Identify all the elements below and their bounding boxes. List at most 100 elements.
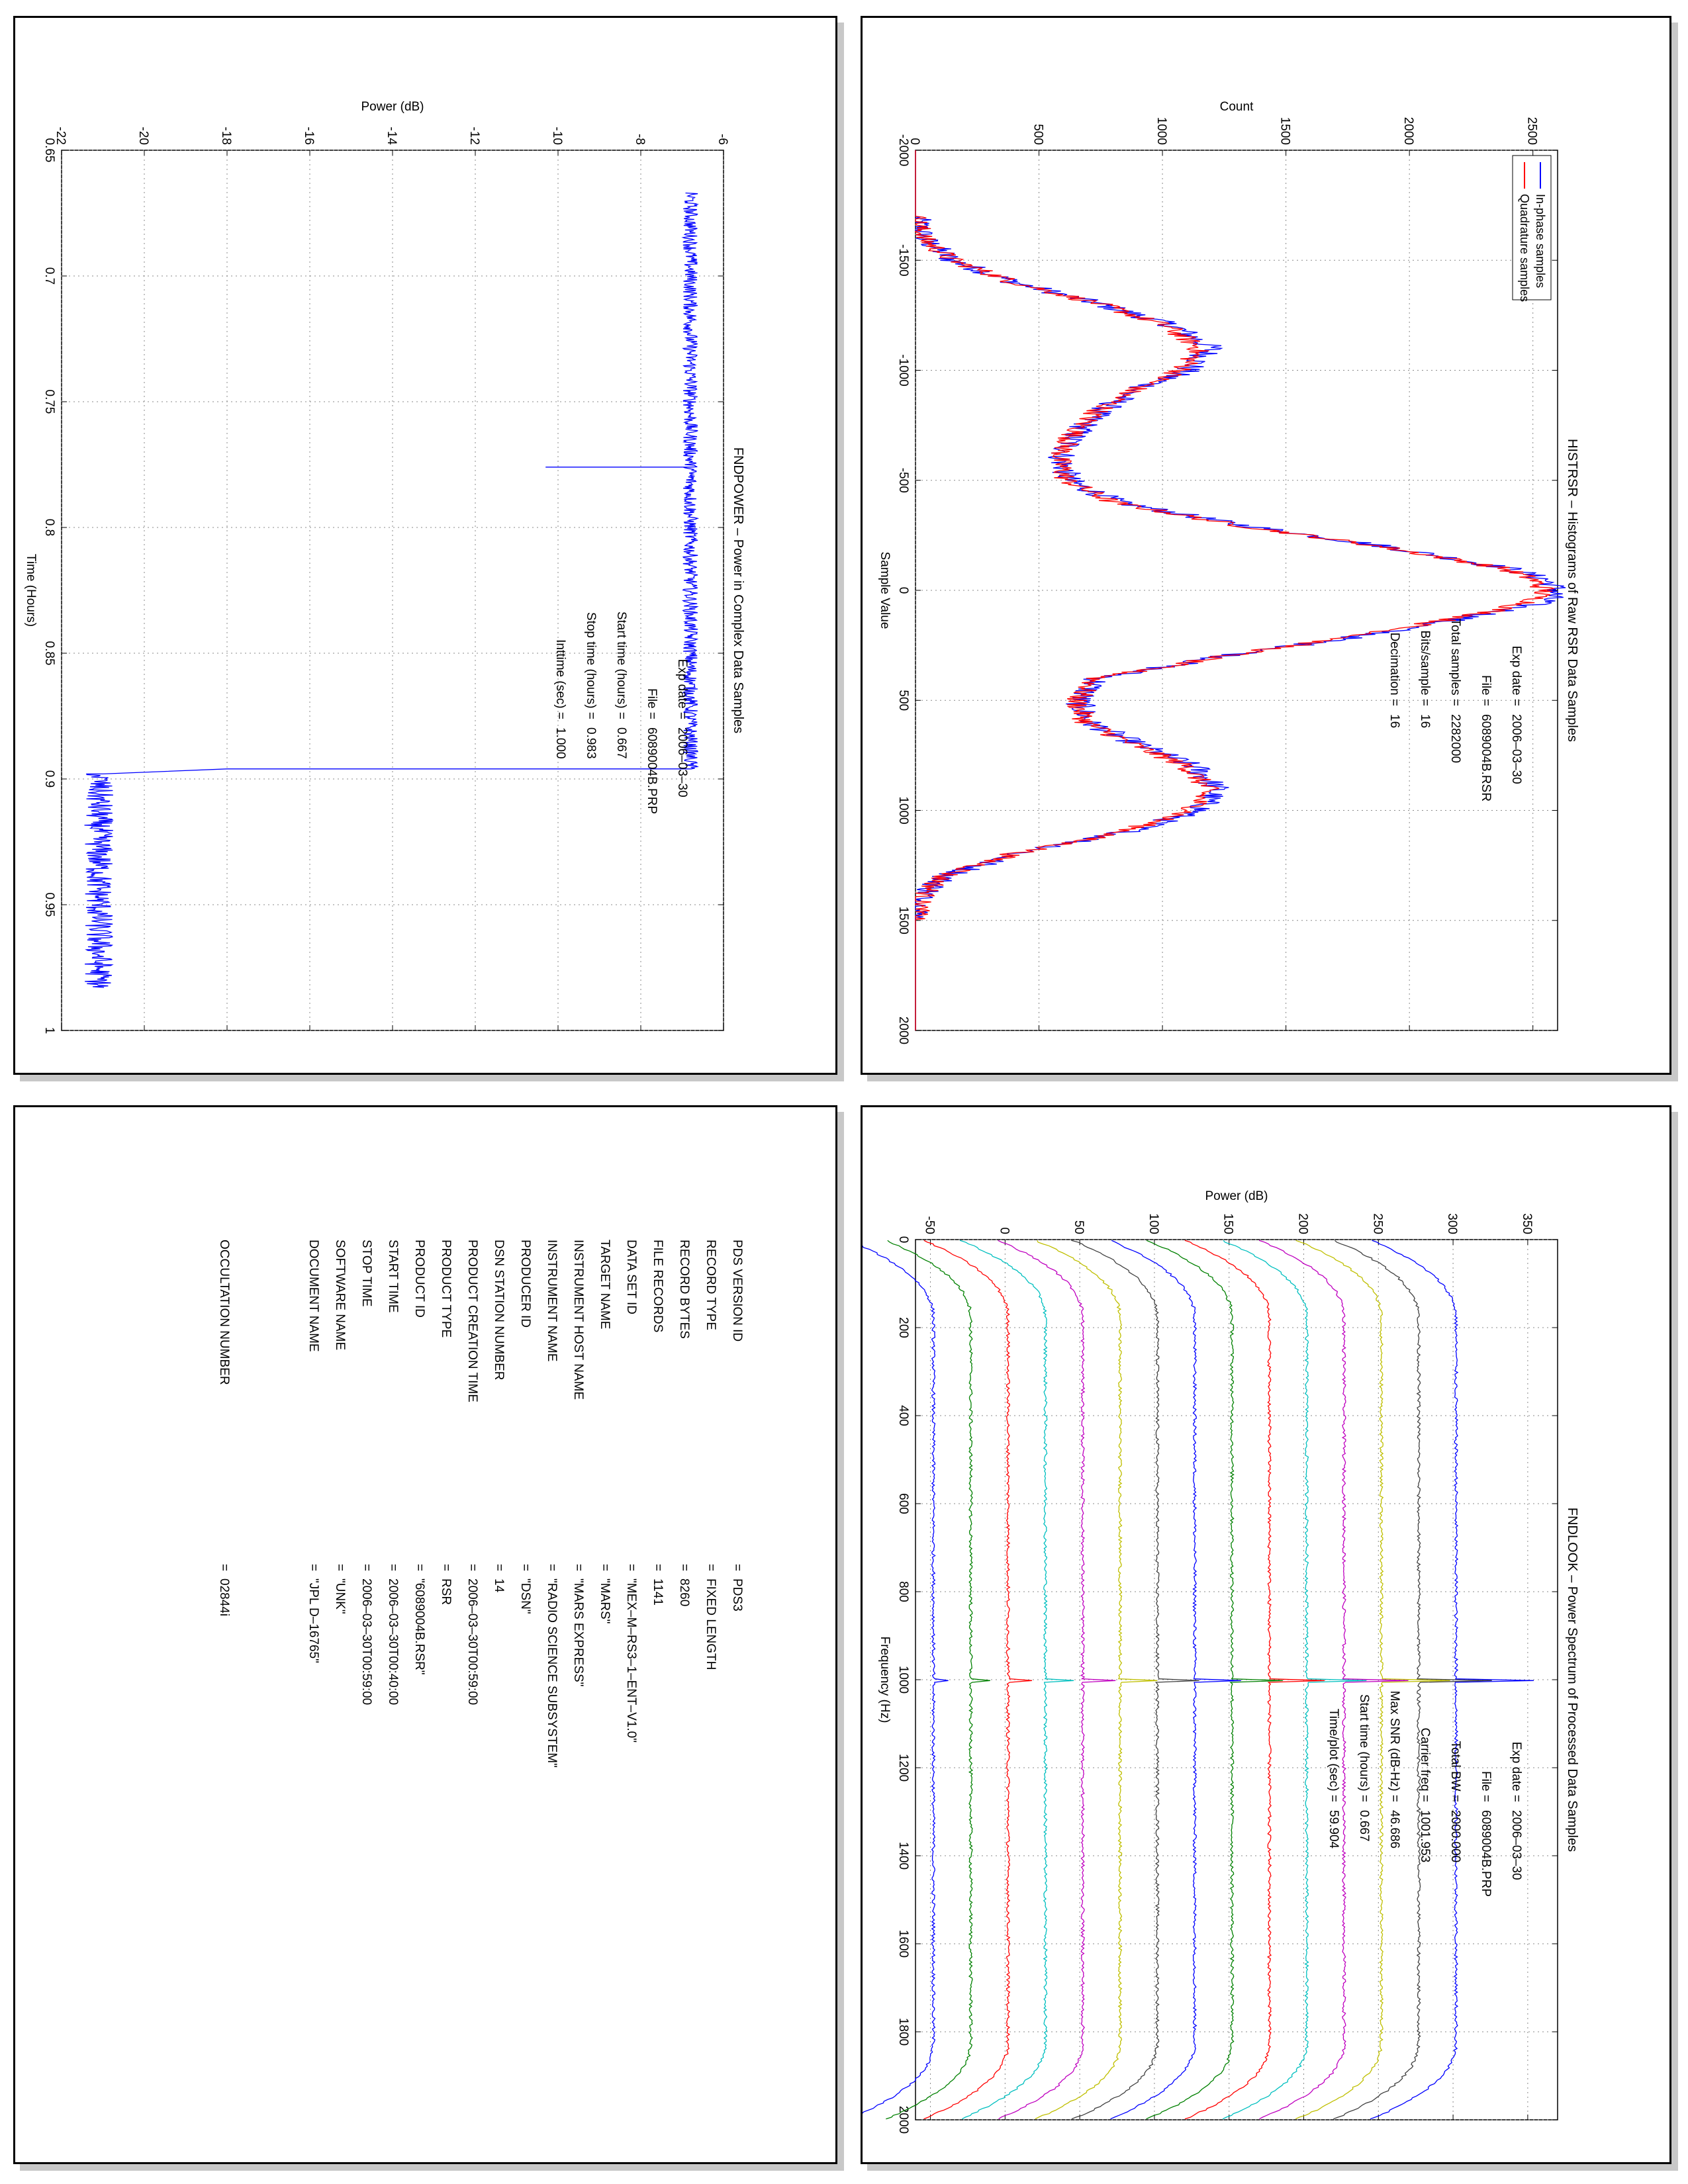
fndlook-chart: 0200400600800100012001400160018002000-50… bbox=[863, 1189, 1579, 2134]
fndlook-ytick-label: 50 bbox=[1072, 1220, 1086, 1234]
fndlook-annotation-label: Time/plot (sec) = bbox=[1327, 1709, 1340, 1802]
histrsr-annotation-label: Total samples = bbox=[1448, 618, 1462, 706]
fndlook-ylabel: Power (dB) bbox=[1205, 1189, 1268, 1203]
label-value: 1141 bbox=[651, 1578, 665, 1606]
histrsr-annotation: Bits/sample = 16 bbox=[1418, 630, 1432, 728]
label-value: "UNK" bbox=[333, 1578, 347, 1614]
histrsr-ytick-label: 2000 bbox=[1401, 117, 1415, 145]
label-equals: = bbox=[598, 1564, 612, 1571]
histrsr-annotation-label: File = bbox=[1479, 675, 1493, 706]
label-key: START TIME bbox=[386, 1240, 400, 1313]
label-row: INSTRUMENT NAME = "RADIO SCIENCE SUBSYSTEM… bbox=[545, 1240, 559, 1768]
histrsr-annotation-value: 2006–03–30 bbox=[1509, 714, 1523, 784]
fndpower-annotation-label: Exp date = bbox=[675, 659, 689, 719]
fndpower-annotation-value: 2006–03–30 bbox=[675, 727, 689, 797]
fndlook-annotation-label: Total BW = bbox=[1448, 1741, 1462, 1802]
histrsr-legend-label: In-phase samples bbox=[1534, 194, 1547, 288]
histrsr-xtick-label: -1500 bbox=[896, 244, 910, 277]
label-value: "MARS" bbox=[598, 1578, 612, 1623]
fndlook-spectrum-line bbox=[863, 1240, 949, 2120]
histrsr-legend-label: Quadrature samples bbox=[1518, 194, 1531, 302]
fndpower-ytick-label: -12 bbox=[467, 127, 481, 145]
histrsr-annotation-value: 6089004B.RSR bbox=[1479, 714, 1493, 801]
fndlook-ytick-label: 250 bbox=[1370, 1213, 1384, 1234]
fndlook-ytick-label: 200 bbox=[1296, 1213, 1310, 1234]
label-key: RECORD TYPE bbox=[704, 1240, 718, 1330]
label-row: PRODUCT TYPE = RSR bbox=[439, 1240, 453, 1605]
fndlook-annotation-value: 1001.953 bbox=[1418, 1810, 1432, 1862]
fndlook-annotation: Carrier freq = 1001.953 bbox=[1418, 1728, 1432, 1863]
fndlook-annotation-label: Start time (hours) = bbox=[1357, 1694, 1371, 1802]
label-key: PRODUCT ID bbox=[412, 1240, 426, 1318]
fndpower-ytick-label: -6 bbox=[716, 134, 729, 145]
label-equals: = bbox=[386, 1564, 400, 1571]
fndpower-xtick-label: 0.8 bbox=[42, 519, 56, 536]
fndpower-series-power bbox=[84, 192, 700, 988]
label-value: "RADIO SCIENCE SUBSYSTEM" bbox=[545, 1578, 559, 1768]
fndpower-annotation-label: Stop time (hours) = bbox=[584, 612, 598, 719]
label-row: RECORD TYPE = FIXED LENGTH bbox=[704, 1240, 718, 1670]
fndlook-annotation-label: Carrier freq = bbox=[1418, 1728, 1432, 1802]
label-value: 14 bbox=[492, 1578, 506, 1593]
histrsr-annotation-value: 2282000 bbox=[1448, 714, 1462, 763]
label-value: "MEX–M–RS3–1–ENT–V1.0" bbox=[624, 1578, 638, 1743]
label-key: DSN STATION NUMBER bbox=[492, 1240, 506, 1381]
label-row: STOP TIME = 2006–03–30T00:59:00 bbox=[359, 1240, 373, 1705]
fndlook-annotation-value: 59.904 bbox=[1327, 1810, 1340, 1849]
fndpower-ytick-label: -10 bbox=[550, 127, 564, 145]
fndpower-ytick-label: -18 bbox=[219, 127, 233, 145]
fndlook-spectrum-line bbox=[1071, 1240, 1199, 2120]
label-row: PRODUCT ID = "6089004B.RSR" bbox=[412, 1240, 426, 1675]
histrsr-xtick-label: 2000 bbox=[896, 1017, 910, 1044]
fndpower-xtick-label: 0.95 bbox=[42, 893, 56, 917]
histrsr-xtick-label: 0 bbox=[896, 587, 910, 594]
fndpower-chart: 0.65 0.7 0.75 0.8 0.85 0.9 0.95 1 -22 -20 -18 -16 -1… bbox=[24, 100, 745, 1034]
fndlook-annotation: Exp date = 2006–03–30 bbox=[1509, 1742, 1523, 1880]
label-key: PRODUCT CREATION TIME bbox=[465, 1240, 479, 1402]
histrsr-ytick-label: 2500 bbox=[1525, 117, 1539, 145]
fndlook-ytick-label: 100 bbox=[1147, 1213, 1160, 1234]
histrsr-annotation-label: Exp date = bbox=[1509, 646, 1523, 706]
histrsr-xtick-label: -500 bbox=[896, 468, 910, 493]
label-equals: = bbox=[359, 1564, 373, 1571]
fndpower-annotation-value: 1.000 bbox=[553, 727, 567, 759]
label-value: "DSN" bbox=[518, 1578, 532, 1614]
fndlook-spectrum-line bbox=[1146, 1240, 1283, 2120]
label-page: PDS VERSION ID = PDS3 RECORD TYPE = FIXED LEN… bbox=[13, 1105, 837, 2164]
label-key: PRODUCER ID bbox=[518, 1240, 532, 1328]
label-value: 8260 bbox=[677, 1578, 691, 1606]
fndlook-spectrum-line bbox=[1258, 1240, 1409, 2120]
fndlook-xtick-label: 1800 bbox=[896, 2018, 910, 2046]
fndlook-xtick-label: 1400 bbox=[896, 1842, 910, 1870]
label-value: 2006–03–30T00:59:00 bbox=[465, 1578, 479, 1705]
label-equals: = bbox=[492, 1564, 506, 1571]
fndlook-annotation-label: Max SNR (dB-Hz) = bbox=[1387, 1691, 1401, 1802]
fndlook-xtick-label: 2000 bbox=[896, 2106, 910, 2134]
fndlook-annotation-value: 6089004B.PRP bbox=[1479, 1810, 1493, 1897]
fndlook-annotation: Total BW = 2000.000 bbox=[1448, 1741, 1462, 1863]
pds-label-listing: PDS VERSION ID = PDS3 RECORD TYPE = FIXED LEN… bbox=[217, 1240, 744, 1768]
histrsr-annotation-label: Decimation = bbox=[1387, 633, 1401, 706]
label-row: START TIME = 2006–03–30T00:40:00 bbox=[386, 1240, 400, 1705]
fndlook-annotation: File = 6089004B.PRP bbox=[1479, 1771, 1493, 1897]
histrsr-legend-box bbox=[1512, 155, 1552, 300]
fndpower-annotation: Exp date = 2006–03–30 bbox=[675, 659, 689, 797]
label-row: FILE RECORDS = 1141 bbox=[651, 1240, 665, 1606]
histrsr-annotation-value: 16 bbox=[1418, 714, 1432, 728]
fndlook-ytick-label: 150 bbox=[1221, 1213, 1235, 1234]
histrsr-annotation-label: Bits/sample = bbox=[1418, 630, 1432, 706]
label-key: PRODUCT TYPE bbox=[439, 1240, 453, 1338]
fndlook-ytick-label: -50 bbox=[923, 1216, 937, 1234]
fndpower-page: 0.65 0.7 0.75 0.8 0.85 0.9 0.95 1 -22 -20 -18 -16 -1… bbox=[13, 16, 837, 1075]
label-value: 2006–03–30T00:59:00 bbox=[359, 1578, 373, 1705]
label-equals: = bbox=[412, 1564, 426, 1571]
histrsr-title: HISTRSR – Histograms of Raw RSR Data Sam… bbox=[1565, 439, 1579, 742]
fndpower-ytick-label: -14 bbox=[385, 127, 399, 146]
fndlook-xtick-label: 0 bbox=[896, 1236, 910, 1244]
histrsr-ytick-label: 500 bbox=[1031, 124, 1045, 145]
histrsr-annotation: Decimation = 16 bbox=[1387, 633, 1401, 729]
fndpower-ytick-label: -20 bbox=[136, 127, 150, 145]
label-row: PDS VERSION ID = PDS3 bbox=[730, 1240, 744, 1612]
label-key: DATA SET ID bbox=[624, 1240, 638, 1314]
fndpower-annotation-value: 0.667 bbox=[614, 727, 628, 759]
